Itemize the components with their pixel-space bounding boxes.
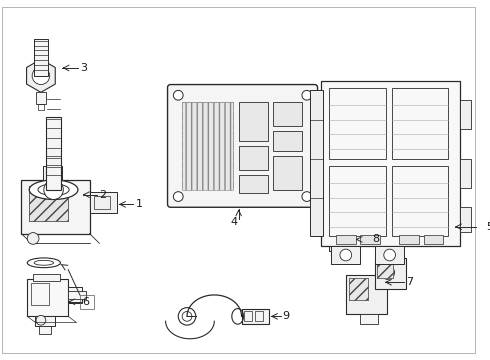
Bar — [38, 104, 44, 110]
Text: 7: 7 — [406, 277, 413, 287]
Circle shape — [302, 90, 312, 100]
Circle shape — [27, 233, 39, 244]
Bar — [80, 295, 94, 309]
Circle shape — [173, 90, 183, 100]
Bar — [349, 278, 368, 300]
Bar — [273, 156, 302, 190]
Bar — [43, 166, 62, 182]
Text: 5: 5 — [486, 222, 490, 232]
Bar — [392, 89, 448, 158]
FancyBboxPatch shape — [168, 85, 318, 207]
Circle shape — [381, 266, 394, 279]
Text: 4: 4 — [231, 217, 238, 227]
Bar — [68, 291, 86, 299]
Bar — [90, 192, 117, 213]
Bar — [182, 151, 233, 158]
Bar — [33, 274, 60, 281]
Bar — [361, 314, 378, 324]
Bar — [68, 287, 82, 303]
Bar — [239, 146, 268, 170]
Bar — [245, 311, 252, 321]
Bar — [182, 102, 233, 190]
Circle shape — [384, 249, 395, 261]
Circle shape — [302, 192, 312, 202]
Ellipse shape — [27, 258, 60, 268]
Bar — [31, 283, 49, 305]
Text: 1: 1 — [135, 199, 143, 210]
Bar — [34, 39, 48, 76]
Bar — [36, 92, 46, 104]
Circle shape — [32, 67, 49, 85]
Polygon shape — [26, 59, 55, 92]
Bar — [310, 90, 323, 237]
Ellipse shape — [34, 260, 53, 265]
Bar — [331, 246, 361, 264]
Bar — [460, 207, 471, 231]
Circle shape — [36, 315, 46, 325]
Bar — [39, 326, 50, 334]
Bar — [239, 175, 268, 193]
Circle shape — [340, 249, 352, 261]
Bar — [35, 316, 54, 326]
Bar — [353, 234, 361, 238]
Bar — [22, 180, 90, 234]
Bar — [182, 141, 233, 149]
Bar — [460, 100, 471, 129]
Circle shape — [173, 192, 183, 202]
Bar — [29, 186, 68, 221]
Bar — [361, 235, 380, 244]
Bar — [182, 161, 233, 168]
Text: 6: 6 — [82, 297, 89, 307]
Bar — [239, 102, 268, 141]
Bar — [424, 235, 443, 244]
Circle shape — [385, 270, 391, 275]
Ellipse shape — [178, 307, 196, 325]
Circle shape — [330, 237, 342, 248]
Bar — [349, 278, 368, 300]
Bar — [182, 180, 233, 188]
Bar — [182, 131, 233, 139]
Circle shape — [333, 239, 339, 245]
Bar — [321, 81, 460, 246]
Ellipse shape — [182, 311, 192, 321]
Bar — [27, 279, 68, 316]
Bar — [375, 258, 406, 289]
Bar — [377, 261, 392, 278]
Bar — [182, 112, 233, 120]
Bar — [182, 170, 233, 178]
Bar — [47, 158, 58, 168]
Bar — [255, 311, 263, 321]
Bar — [46, 117, 61, 190]
Bar — [273, 131, 302, 151]
Bar — [29, 186, 68, 221]
Circle shape — [44, 180, 63, 199]
Bar — [343, 227, 359, 240]
Bar — [95, 195, 110, 209]
Bar — [242, 309, 269, 324]
Bar — [336, 235, 356, 244]
Bar — [329, 89, 386, 158]
Bar — [346, 275, 387, 314]
Bar — [399, 235, 419, 244]
Text: 8: 8 — [372, 234, 379, 244]
Bar — [182, 122, 233, 129]
Bar — [273, 102, 302, 126]
Bar — [392, 166, 448, 237]
Bar — [329, 166, 386, 237]
Ellipse shape — [38, 184, 69, 195]
Text: 3: 3 — [80, 63, 87, 73]
Bar — [377, 261, 392, 278]
Bar — [182, 102, 233, 110]
Bar — [375, 246, 404, 264]
Ellipse shape — [29, 180, 78, 199]
Text: 2: 2 — [99, 190, 106, 199]
Text: 9: 9 — [282, 311, 290, 321]
Bar — [460, 158, 471, 188]
Bar — [329, 234, 351, 251]
